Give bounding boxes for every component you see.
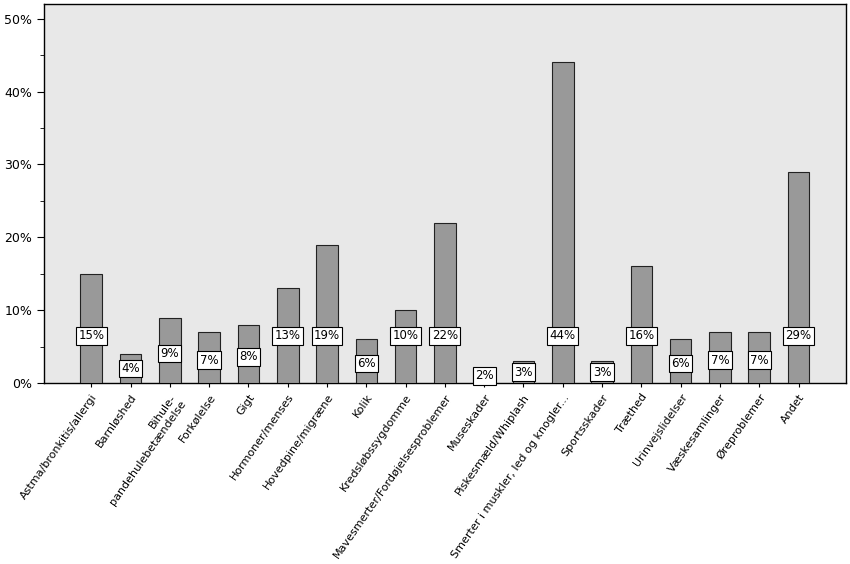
Text: 6%: 6%: [672, 357, 690, 370]
Text: 10%: 10%: [393, 329, 418, 342]
Bar: [670, 340, 692, 383]
Text: 7%: 7%: [200, 354, 218, 367]
Bar: [159, 318, 181, 383]
Text: 29%: 29%: [785, 329, 812, 342]
Text: 6%: 6%: [357, 357, 376, 370]
Bar: [355, 340, 377, 383]
Bar: [81, 274, 102, 383]
Bar: [552, 63, 574, 383]
Text: 15%: 15%: [78, 329, 105, 342]
Bar: [120, 354, 141, 383]
Bar: [316, 245, 337, 383]
Text: 7%: 7%: [711, 354, 729, 367]
Text: 7%: 7%: [750, 354, 768, 367]
Bar: [749, 332, 770, 383]
Bar: [198, 332, 220, 383]
Bar: [394, 310, 416, 383]
Text: 3%: 3%: [514, 365, 533, 378]
Bar: [238, 325, 259, 383]
Text: 4%: 4%: [122, 362, 140, 375]
Text: 16%: 16%: [628, 329, 654, 342]
Bar: [709, 332, 731, 383]
Text: 13%: 13%: [275, 329, 301, 342]
Bar: [592, 361, 613, 383]
Bar: [277, 288, 298, 383]
Text: 9%: 9%: [161, 347, 179, 360]
Text: 3%: 3%: [592, 365, 611, 378]
Bar: [788, 172, 809, 383]
Text: 19%: 19%: [314, 329, 340, 342]
Text: 22%: 22%: [432, 329, 458, 342]
Bar: [473, 368, 495, 383]
Text: 8%: 8%: [239, 350, 258, 363]
Bar: [631, 267, 652, 383]
Bar: [434, 223, 456, 383]
Text: 2%: 2%: [475, 369, 494, 382]
Bar: [513, 361, 535, 383]
Text: 44%: 44%: [550, 329, 575, 342]
